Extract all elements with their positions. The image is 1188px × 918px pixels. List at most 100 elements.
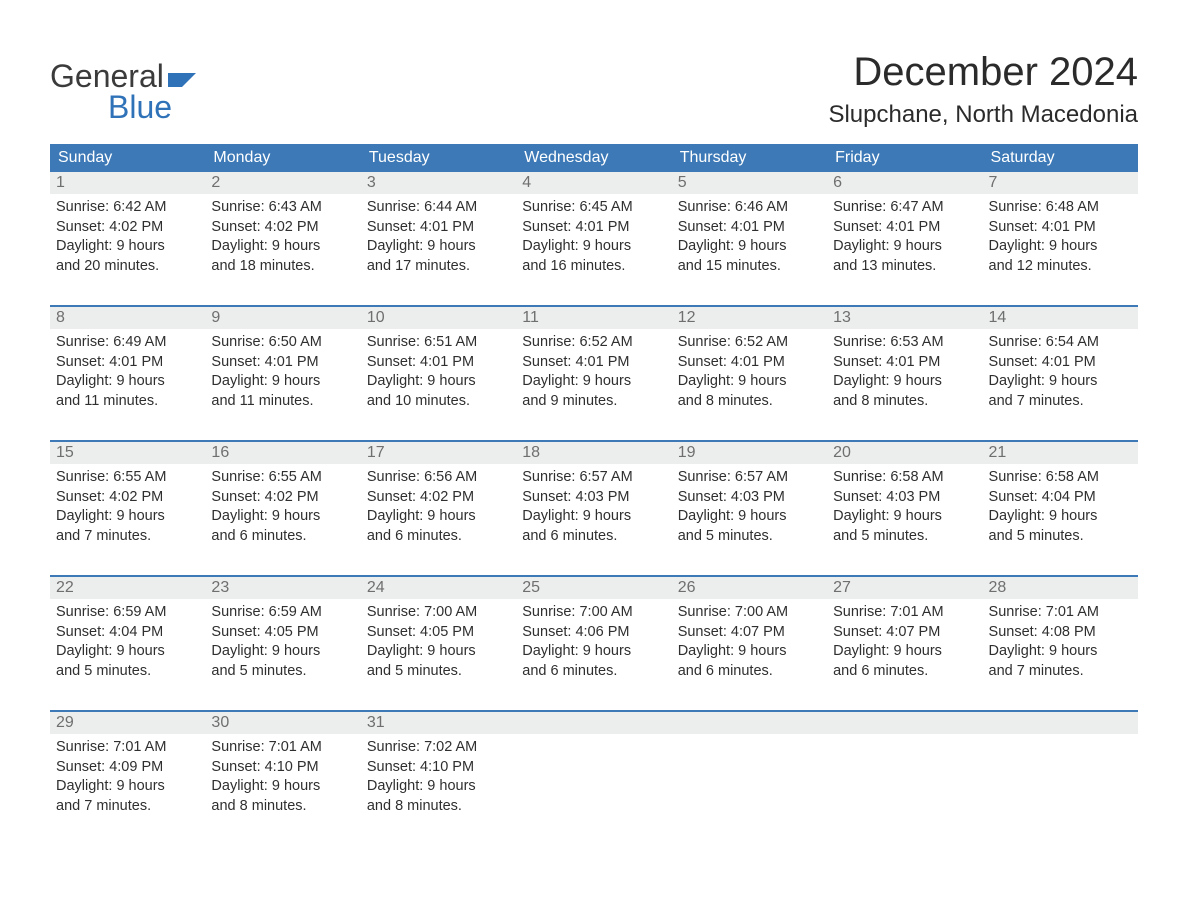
day-details: Sunrise: 6:49 AMSunset: 4:01 PMDaylight:… — [50, 329, 205, 415]
calendar-day-cell: 28Sunrise: 7:01 AMSunset: 4:08 PMDayligh… — [983, 577, 1138, 702]
calendar-week-row: 15Sunrise: 6:55 AMSunset: 4:02 PMDayligh… — [50, 440, 1138, 567]
calendar-day-cell: 5Sunrise: 6:46 AMSunset: 4:01 PMDaylight… — [672, 172, 827, 297]
daylight-text: and 15 minutes. — [678, 257, 821, 277]
day-number: 13 — [827, 307, 982, 329]
calendar-day-cell: 8Sunrise: 6:49 AMSunset: 4:01 PMDaylight… — [50, 307, 205, 432]
sunrise-text: Sunrise: 7:01 AM — [989, 603, 1132, 623]
day-number: 23 — [205, 577, 360, 599]
daylight-text: and 5 minutes. — [367, 662, 510, 682]
day-details: Sunrise: 6:48 AMSunset: 4:01 PMDaylight:… — [983, 194, 1138, 280]
sunset-text: Sunset: 4:06 PM — [522, 623, 665, 643]
day-number — [516, 712, 671, 734]
day-details: Sunrise: 6:56 AMSunset: 4:02 PMDaylight:… — [361, 464, 516, 550]
daylight-text: and 5 minutes. — [56, 662, 199, 682]
day-number: 25 — [516, 577, 671, 599]
calendar-grid: Sunday Monday Tuesday Wednesday Thursday… — [50, 144, 1138, 837]
calendar-day-cell: 2Sunrise: 6:43 AMSunset: 4:02 PMDaylight… — [205, 172, 360, 297]
daylight-text: Daylight: 9 hours — [833, 507, 976, 527]
sunset-text: Sunset: 4:01 PM — [211, 353, 354, 373]
location-subtitle: Slupchane, North Macedonia — [828, 101, 1138, 129]
daylight-text: Daylight: 9 hours — [56, 507, 199, 527]
day-number: 9 — [205, 307, 360, 329]
day-number: 1 — [50, 172, 205, 194]
calendar-day-cell: 19Sunrise: 6:57 AMSunset: 4:03 PMDayligh… — [672, 442, 827, 567]
day-number: 27 — [827, 577, 982, 599]
daylight-text: and 11 minutes. — [56, 392, 199, 412]
day-details: Sunrise: 6:46 AMSunset: 4:01 PMDaylight:… — [672, 194, 827, 280]
sunset-text: Sunset: 4:04 PM — [989, 488, 1132, 508]
day-details: Sunrise: 6:54 AMSunset: 4:01 PMDaylight:… — [983, 329, 1138, 415]
day-number: 26 — [672, 577, 827, 599]
day-number: 6 — [827, 172, 982, 194]
calendar-day-cell: 16Sunrise: 6:55 AMSunset: 4:02 PMDayligh… — [205, 442, 360, 567]
daylight-text: Daylight: 9 hours — [522, 372, 665, 392]
calendar-day-cell — [672, 712, 827, 837]
daylight-text: and 8 minutes. — [678, 392, 821, 412]
calendar-day-cell: 9Sunrise: 6:50 AMSunset: 4:01 PMDaylight… — [205, 307, 360, 432]
daylight-text: Daylight: 9 hours — [367, 237, 510, 257]
daylight-text: and 20 minutes. — [56, 257, 199, 277]
day-number: 2 — [205, 172, 360, 194]
day-details: Sunrise: 7:00 AMSunset: 4:07 PMDaylight:… — [672, 599, 827, 685]
sunset-text: Sunset: 4:02 PM — [211, 218, 354, 238]
calendar-day-cell — [983, 712, 1138, 837]
daylight-text: and 18 minutes. — [211, 257, 354, 277]
day-details: Sunrise: 7:01 AMSunset: 4:08 PMDaylight:… — [983, 599, 1138, 685]
brand-logo: General Blue — [50, 50, 196, 126]
calendar-day-cell: 11Sunrise: 6:52 AMSunset: 4:01 PMDayligh… — [516, 307, 671, 432]
calendar-day-cell: 31Sunrise: 7:02 AMSunset: 4:10 PMDayligh… — [361, 712, 516, 837]
daylight-text: and 5 minutes. — [211, 662, 354, 682]
sunset-text: Sunset: 4:02 PM — [56, 488, 199, 508]
sunset-text: Sunset: 4:01 PM — [833, 218, 976, 238]
day-details: Sunrise: 6:43 AMSunset: 4:02 PMDaylight:… — [205, 194, 360, 280]
sunrise-text: Sunrise: 6:44 AM — [367, 198, 510, 218]
daylight-text: and 6 minutes. — [833, 662, 976, 682]
sunrise-text: Sunrise: 6:46 AM — [678, 198, 821, 218]
day-number: 19 — [672, 442, 827, 464]
sunset-text: Sunset: 4:01 PM — [678, 218, 821, 238]
daylight-text: and 8 minutes. — [211, 797, 354, 817]
sunset-text: Sunset: 4:01 PM — [678, 353, 821, 373]
day-number: 31 — [361, 712, 516, 734]
day-details: Sunrise: 6:58 AMSunset: 4:03 PMDaylight:… — [827, 464, 982, 550]
day-number: 3 — [361, 172, 516, 194]
daylight-text: Daylight: 9 hours — [211, 507, 354, 527]
sunset-text: Sunset: 4:01 PM — [367, 218, 510, 238]
calendar-day-cell: 10Sunrise: 6:51 AMSunset: 4:01 PMDayligh… — [361, 307, 516, 432]
calendar-day-cell — [516, 712, 671, 837]
daylight-text: Daylight: 9 hours — [367, 642, 510, 662]
daylight-text: Daylight: 9 hours — [522, 642, 665, 662]
day-details: Sunrise: 6:57 AMSunset: 4:03 PMDaylight:… — [672, 464, 827, 550]
daylight-text: Daylight: 9 hours — [833, 237, 976, 257]
day-details: Sunrise: 6:59 AMSunset: 4:04 PMDaylight:… — [50, 599, 205, 685]
day-number: 22 — [50, 577, 205, 599]
daylight-text: and 5 minutes. — [989, 527, 1132, 547]
sunset-text: Sunset: 4:03 PM — [678, 488, 821, 508]
sunrise-text: Sunrise: 7:00 AM — [367, 603, 510, 623]
sunrise-text: Sunrise: 6:53 AM — [833, 333, 976, 353]
calendar-day-cell: 23Sunrise: 6:59 AMSunset: 4:05 PMDayligh… — [205, 577, 360, 702]
calendar-day-cell: 13Sunrise: 6:53 AMSunset: 4:01 PMDayligh… — [827, 307, 982, 432]
weekday-header: Sunday — [50, 149, 205, 167]
day-details: Sunrise: 6:50 AMSunset: 4:01 PMDaylight:… — [205, 329, 360, 415]
day-details: Sunrise: 7:01 AMSunset: 4:07 PMDaylight:… — [827, 599, 982, 685]
day-details: Sunrise: 6:58 AMSunset: 4:04 PMDaylight:… — [983, 464, 1138, 550]
calendar-day-cell: 29Sunrise: 7:01 AMSunset: 4:09 PMDayligh… — [50, 712, 205, 837]
sunset-text: Sunset: 4:02 PM — [211, 488, 354, 508]
day-number — [983, 712, 1138, 734]
daylight-text: Daylight: 9 hours — [211, 777, 354, 797]
daylight-text: and 12 minutes. — [989, 257, 1132, 277]
day-details: Sunrise: 7:00 AMSunset: 4:06 PMDaylight:… — [516, 599, 671, 685]
sunrise-text: Sunrise: 6:59 AM — [56, 603, 199, 623]
sunset-text: Sunset: 4:02 PM — [367, 488, 510, 508]
sunrise-text: Sunrise: 6:50 AM — [211, 333, 354, 353]
calendar-day-cell: 1Sunrise: 6:42 AMSunset: 4:02 PMDaylight… — [50, 172, 205, 297]
day-details: Sunrise: 6:55 AMSunset: 4:02 PMDaylight:… — [205, 464, 360, 550]
day-number: 5 — [672, 172, 827, 194]
calendar-day-cell: 6Sunrise: 6:47 AMSunset: 4:01 PMDaylight… — [827, 172, 982, 297]
sunset-text: Sunset: 4:01 PM — [56, 353, 199, 373]
daylight-text: Daylight: 9 hours — [678, 507, 821, 527]
sunrise-text: Sunrise: 6:59 AM — [211, 603, 354, 623]
day-number: 29 — [50, 712, 205, 734]
weekday-header: Friday — [827, 149, 982, 167]
